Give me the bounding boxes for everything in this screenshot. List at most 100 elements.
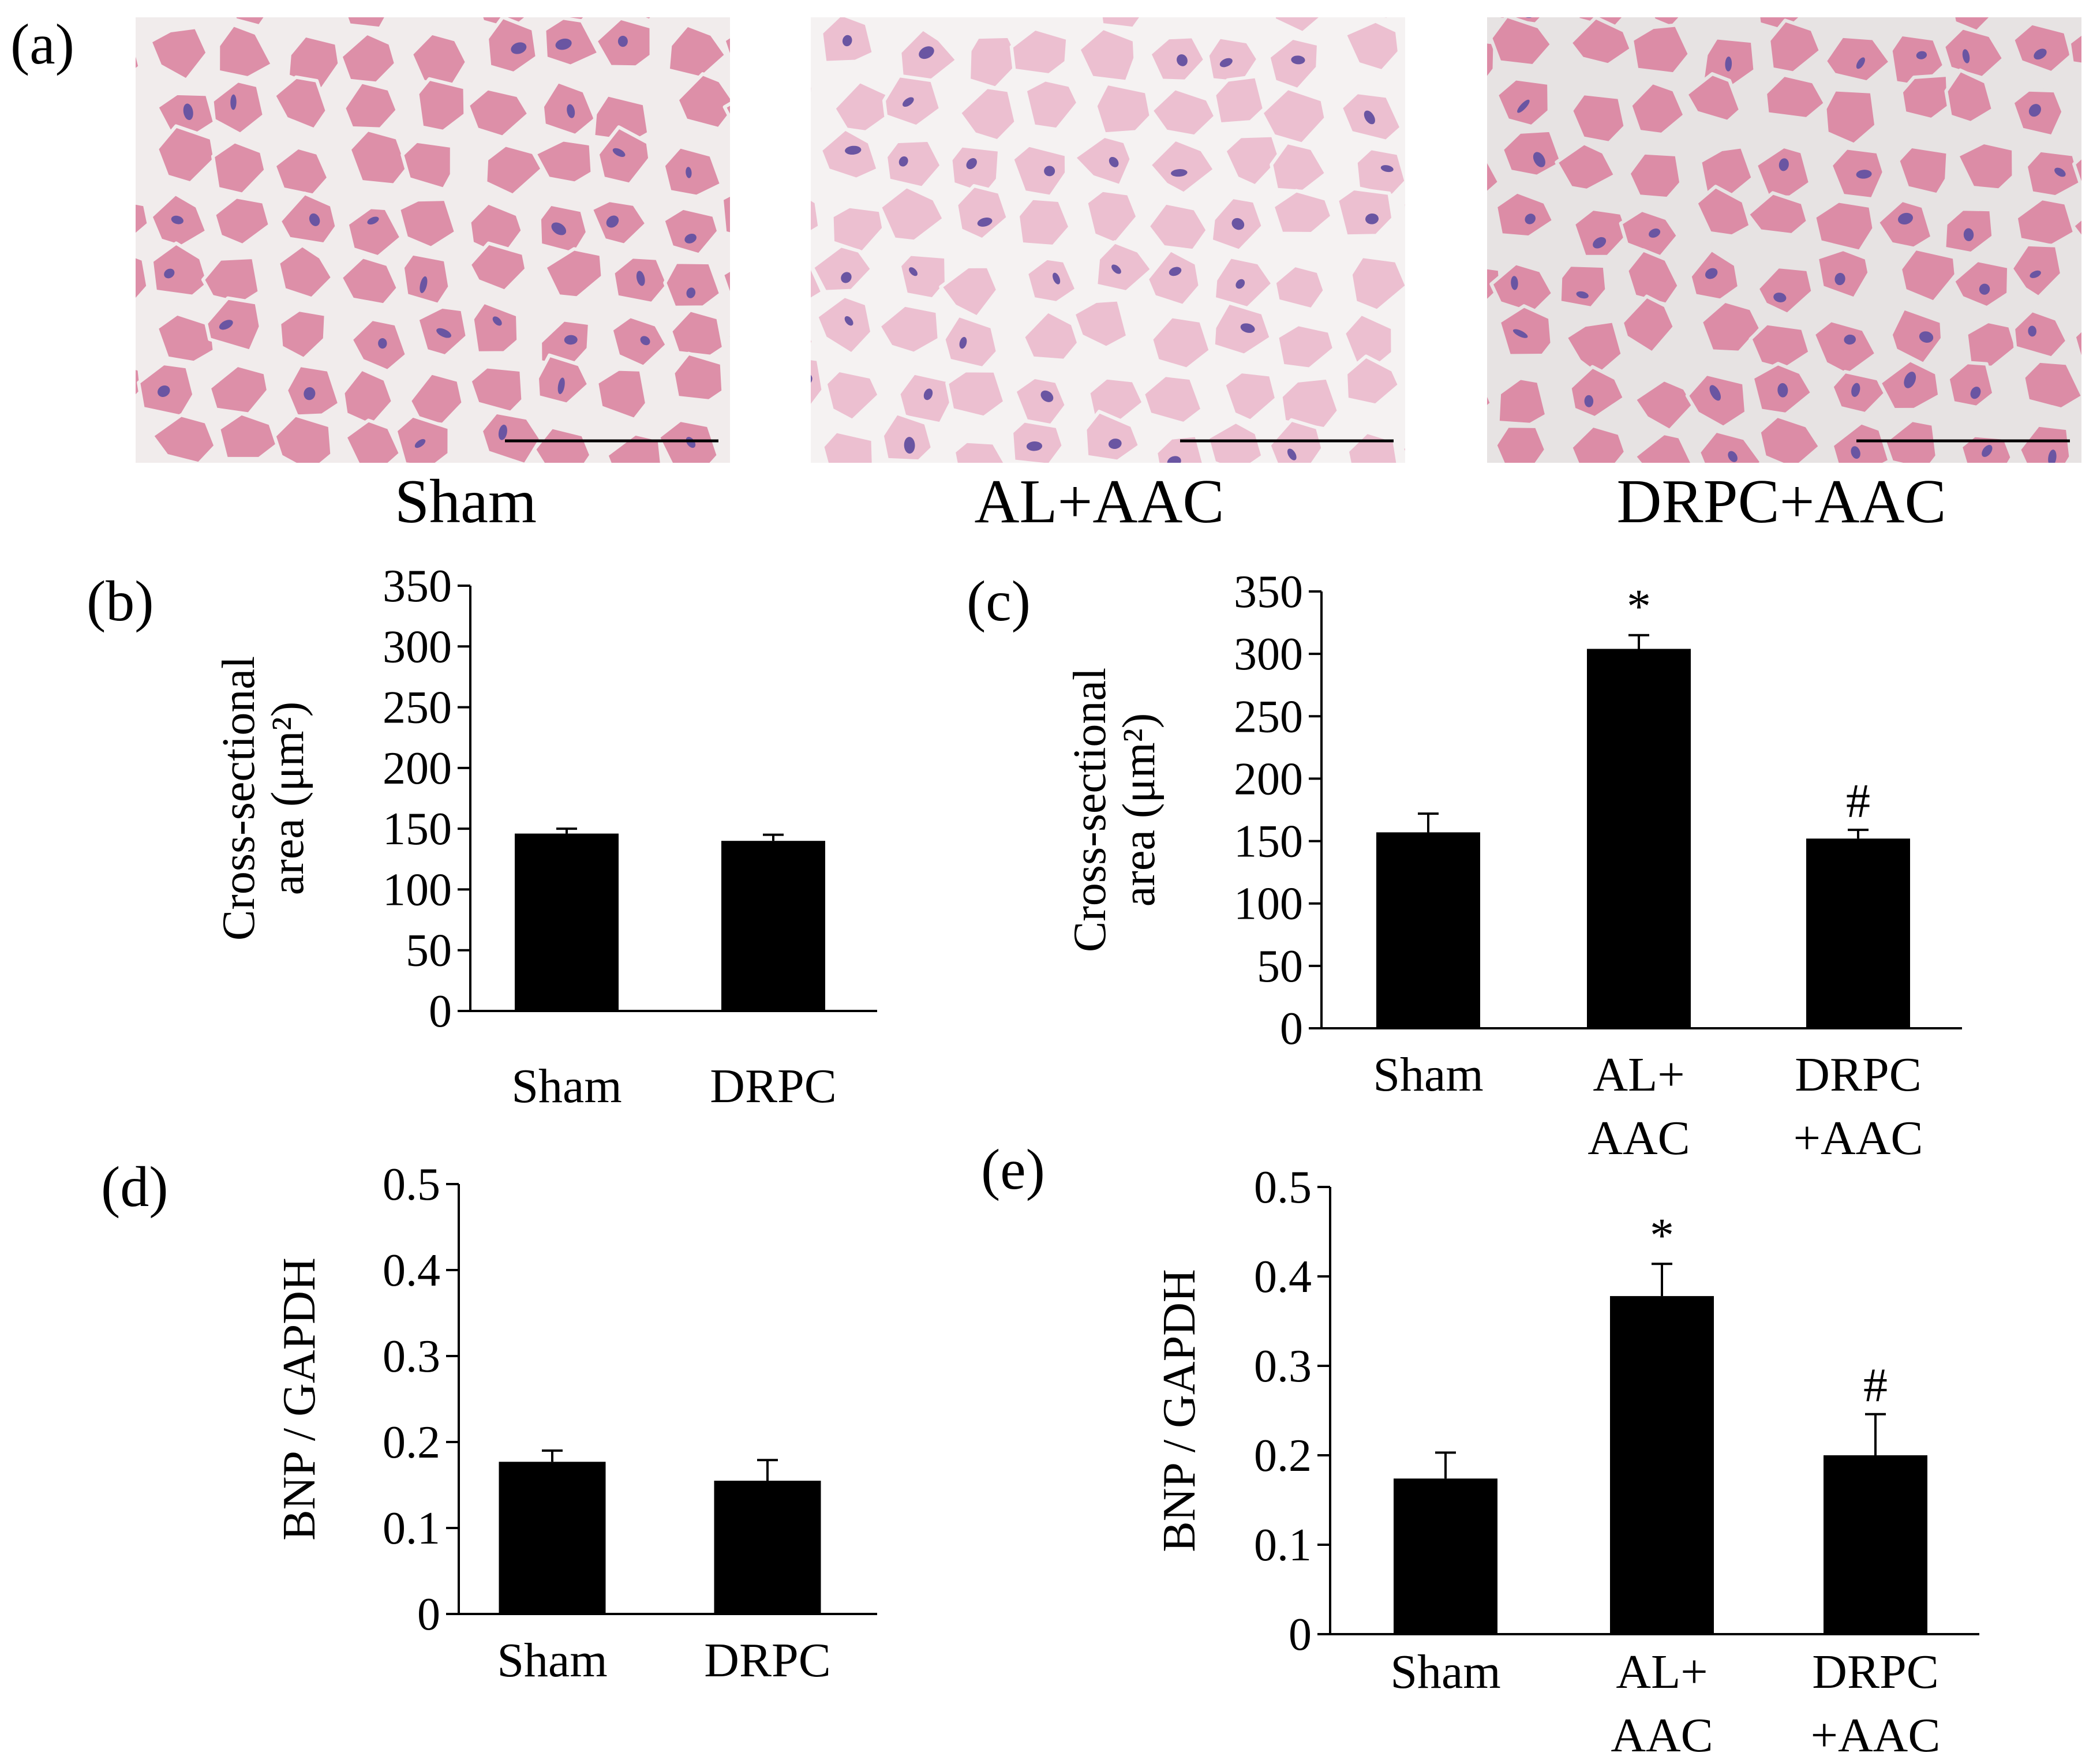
nucleus xyxy=(845,145,862,155)
myocyte-cell xyxy=(1889,306,1944,366)
myocyte-cell xyxy=(884,138,943,190)
myocyte-cell xyxy=(1099,17,1144,31)
x-category-label: Sham xyxy=(497,1634,607,1687)
x-category-label: Sham xyxy=(1373,1048,1483,1102)
x-category-label: AAC xyxy=(1587,1111,1690,1165)
bar xyxy=(515,833,619,1011)
myocyte-cell xyxy=(2012,0,2064,10)
myocyte-cell xyxy=(1746,191,1810,237)
myocyte-cell xyxy=(233,17,268,28)
myocyte-cell xyxy=(533,138,594,185)
myocyte-cell xyxy=(733,0,792,21)
myocyte-cell xyxy=(1627,151,1683,201)
x-category-label: DRPC xyxy=(710,1059,836,1113)
significance-marker: * xyxy=(1650,1208,1674,1262)
nucleus xyxy=(1963,228,1974,241)
nucleus xyxy=(1169,267,1182,276)
myocyte-cell xyxy=(1416,373,1467,421)
bar xyxy=(1587,649,1691,1028)
nucleus xyxy=(1982,445,1993,457)
myocyte-cell xyxy=(735,360,795,413)
myocyte-cell xyxy=(1555,141,1618,192)
nucleus xyxy=(766,153,780,171)
nucleus xyxy=(1240,323,1255,333)
nucleus xyxy=(919,46,934,59)
myocyte-cell xyxy=(1956,140,2016,192)
myocyte-cell xyxy=(1413,84,1463,132)
nucleus xyxy=(686,167,692,178)
myocyte-cell xyxy=(484,143,544,197)
myocyte-cell xyxy=(80,0,131,17)
nucleus xyxy=(1487,285,1488,297)
nucleus xyxy=(367,216,379,225)
myocyte-cell xyxy=(1267,36,1320,92)
nucleus xyxy=(1167,456,1181,463)
nucleus xyxy=(1171,169,1188,177)
y-tick-label: 100 xyxy=(1234,879,1303,930)
myocyte-cell xyxy=(1223,133,1282,188)
nucleus xyxy=(1364,110,1375,125)
y-tick-label: 250 xyxy=(383,683,452,733)
nucleus xyxy=(1431,454,1447,468)
nucleus xyxy=(564,335,578,345)
myocyte-cell xyxy=(1145,248,1202,308)
y-tick-label: 0.4 xyxy=(1254,1252,1312,1302)
myocyte-cell xyxy=(1426,427,1484,472)
myocyte-cell xyxy=(908,17,921,21)
myocyte-cell xyxy=(77,421,129,469)
nucleus xyxy=(898,156,908,167)
myocyte-cell xyxy=(211,140,268,196)
myocyte-cell xyxy=(1757,414,1822,463)
nucleus xyxy=(774,100,794,117)
nucleus xyxy=(1919,331,1934,343)
nucleus xyxy=(1962,49,1970,63)
nucleus xyxy=(1777,383,1788,398)
myocyte-cell xyxy=(2011,21,2073,75)
myocyte-cell xyxy=(1354,147,1405,197)
y-tick-label: 0 xyxy=(1289,1609,1312,1660)
myocyte-cell xyxy=(339,255,400,307)
nucleus xyxy=(2030,270,2041,278)
nucleus xyxy=(903,97,914,107)
myocyte-cell xyxy=(204,296,263,353)
myocyte-cell xyxy=(1009,27,1070,77)
myocyte-cell xyxy=(877,303,941,355)
myocyte-cell xyxy=(1487,40,1497,82)
myocyte-cell xyxy=(467,241,529,293)
nucleus xyxy=(923,388,933,400)
nucleus xyxy=(1235,279,1245,289)
myocyte-cell xyxy=(1094,81,1153,136)
bar xyxy=(714,1481,821,1614)
myocyte-cell xyxy=(1023,78,1080,132)
myocyte-cell xyxy=(1694,185,1753,238)
myocyte-cell xyxy=(1212,74,1266,126)
myocyte-cell xyxy=(1944,68,1995,125)
myocyte-cell xyxy=(1222,370,1279,423)
myocyte-cell xyxy=(1021,309,1081,362)
myocyte-cell xyxy=(880,411,935,463)
nucleus xyxy=(355,0,366,7)
myocyte-cell xyxy=(725,331,730,343)
myocyte-cell xyxy=(1410,26,1461,71)
nucleus xyxy=(158,385,170,397)
myocyte-cell xyxy=(720,193,730,236)
y-tick-label: 0.3 xyxy=(1254,1341,1312,1392)
myocyte-cell xyxy=(1571,207,1631,259)
myocyte-cell xyxy=(1214,0,1273,10)
significance-marker: * xyxy=(1627,580,1651,634)
y-tick-label: 0.2 xyxy=(383,1417,440,1468)
nucleus xyxy=(1517,99,1530,113)
myocyte-cell xyxy=(1494,190,1556,239)
nucleus xyxy=(1426,95,1443,107)
myocyte-cell xyxy=(1489,17,1554,68)
myocyte-cell xyxy=(636,17,656,23)
myocyte-cell xyxy=(2017,423,2073,463)
myocyte-cell xyxy=(729,159,730,163)
myocyte-cell xyxy=(2070,216,2081,241)
nucleus xyxy=(219,320,233,330)
nucleus xyxy=(1380,165,1394,173)
nucleus xyxy=(909,267,918,276)
myocyte-cell xyxy=(304,17,308,18)
myocyte-cell xyxy=(1072,298,1130,350)
y-tick-label: 300 xyxy=(1234,629,1303,680)
